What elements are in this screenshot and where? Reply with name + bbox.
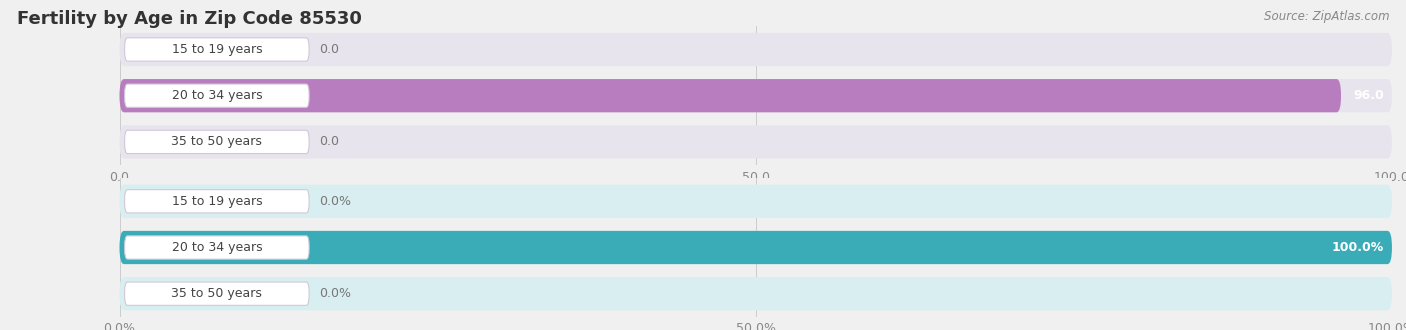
Text: 15 to 19 years: 15 to 19 years	[172, 195, 262, 208]
Text: 96.0: 96.0	[1354, 89, 1385, 102]
FancyBboxPatch shape	[125, 38, 309, 61]
FancyBboxPatch shape	[120, 185, 1392, 218]
FancyBboxPatch shape	[125, 282, 309, 305]
Text: 0.0%: 0.0%	[319, 287, 352, 300]
FancyBboxPatch shape	[125, 84, 309, 107]
FancyBboxPatch shape	[120, 79, 1341, 112]
FancyBboxPatch shape	[120, 231, 1392, 264]
Text: 35 to 50 years: 35 to 50 years	[172, 135, 263, 148]
FancyBboxPatch shape	[120, 277, 1392, 310]
Text: 0.0: 0.0	[319, 43, 339, 56]
FancyBboxPatch shape	[125, 130, 309, 153]
FancyBboxPatch shape	[120, 125, 1392, 158]
FancyBboxPatch shape	[120, 79, 1392, 112]
Text: 20 to 34 years: 20 to 34 years	[172, 89, 262, 102]
Text: 20 to 34 years: 20 to 34 years	[172, 241, 262, 254]
Text: Fertility by Age in Zip Code 85530: Fertility by Age in Zip Code 85530	[17, 10, 361, 28]
FancyBboxPatch shape	[125, 190, 309, 213]
Text: 35 to 50 years: 35 to 50 years	[172, 287, 263, 300]
Text: 0.0%: 0.0%	[319, 195, 352, 208]
FancyBboxPatch shape	[120, 231, 1392, 264]
Text: 100.0%: 100.0%	[1331, 241, 1385, 254]
Text: 0.0: 0.0	[319, 135, 339, 148]
FancyBboxPatch shape	[120, 33, 1392, 66]
Text: Source: ZipAtlas.com: Source: ZipAtlas.com	[1264, 10, 1389, 23]
Text: 15 to 19 years: 15 to 19 years	[172, 43, 262, 56]
FancyBboxPatch shape	[125, 236, 309, 259]
